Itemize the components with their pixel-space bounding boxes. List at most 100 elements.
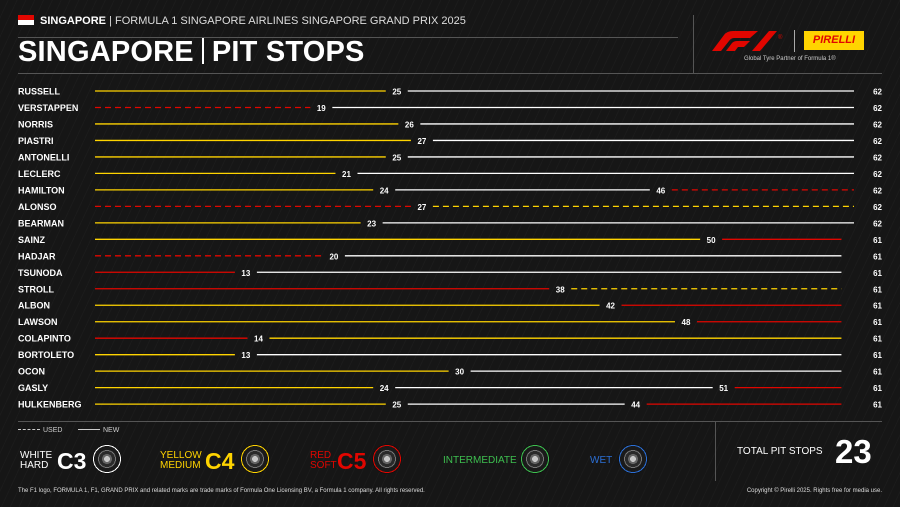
chart-divider (18, 73, 882, 74)
pit-lap-label: 13 (241, 269, 250, 278)
brand-divider (794, 30, 795, 52)
driver-label: PIASTRI (18, 136, 54, 146)
title-subject: PIT STOPS (211, 36, 365, 68)
event-name: FORMULA 1 SINGAPORE AIRLINES SINGAPORE G… (115, 15, 466, 27)
pit-lap-label: 42 (606, 302, 615, 311)
pit-lap-label: 13 (241, 351, 250, 360)
finish-lap-label: 61 (873, 351, 882, 360)
driver-label: ALONSO (18, 202, 57, 212)
driver-label: HAMILTON (18, 185, 65, 195)
driver-label: HULKENBERG (18, 400, 82, 410)
soft-tyre-icon (372, 444, 402, 474)
driver-label: OCON (18, 367, 45, 377)
tyre-hard-colour: WHITE (20, 450, 53, 461)
finish-lap-label: 61 (873, 368, 882, 377)
pit-stop-chart: RUSSELL 25 62 VERSTAPPEN 19 62 NORRIS 26 62 PIAST… (18, 87, 883, 410)
logo-divider (693, 15, 694, 73)
finish-lap-label: 62 (873, 203, 882, 212)
legend-divider (18, 421, 882, 422)
finish-lap-label: 61 (873, 318, 882, 327)
pit-lap-label: 14 (254, 335, 263, 344)
tyre-medium-colour: YELLOW (160, 450, 202, 461)
pit-lap-label: 25 (392, 88, 401, 97)
driver-label: HADJAR (18, 251, 56, 261)
f1-logo-icon: ® (712, 31, 783, 51)
legend-tyre-intermediate: INTERMEDIATE (443, 443, 553, 477)
pit-lap-label: 50 (707, 236, 716, 245)
pit-lap-label: 27 (417, 137, 426, 146)
finish-lap-label: 62 (873, 120, 882, 129)
tyre-medium-code: C4 (205, 448, 235, 474)
legend-new: NEW (78, 427, 119, 434)
footer-trademark: The F1 logo, FORMULA 1, F1, GRAND PRIX a… (18, 488, 425, 494)
footer-copyright: Copyright © Pirelli 2025. Rights free fo… (746, 488, 882, 494)
driver-label: LAWSON (18, 317, 58, 327)
pit-lap-label: 24 (380, 384, 389, 393)
tyre-medium-name: MEDIUM (160, 460, 201, 471)
finish-lap-label: 61 (873, 269, 882, 278)
pit-lap-label: 21 (342, 170, 351, 179)
tyre-hard-name: HARD (20, 460, 49, 471)
finish-lap-label: 62 (873, 137, 882, 146)
brand-tagline: Global Tyre Partner of Formula 1® (744, 56, 836, 62)
driver-label: VERSTAPPEN (18, 103, 78, 113)
tyre-soft-colour: RED (310, 450, 332, 461)
finish-lap-label: 62 (873, 88, 882, 97)
legend-tyre-medium: YELLOW MEDIUM C4 (160, 443, 280, 477)
pit-lap-label: 46 (656, 186, 665, 195)
intermediate-tyre-icon (520, 444, 550, 474)
hard-tyre-icon (92, 444, 122, 474)
dashed-line-icon (18, 429, 40, 430)
pit-lap-label: 51 (719, 384, 728, 393)
driver-label: ALBON (18, 301, 50, 311)
pit-lap-label: 20 (329, 252, 338, 261)
tyre-hard-code: C3 (57, 448, 87, 474)
driver-label: ANTONELLI (18, 152, 69, 162)
pit-lap-label: 25 (392, 401, 401, 410)
finish-lap-label: 61 (873, 236, 882, 245)
legend-tyre-soft: RED SOFT C5 (310, 443, 410, 477)
finish-lap-label: 62 (873, 186, 882, 195)
event-bar: SINGAPORE | FORMULA 1 SINGAPORE AIRLINES… (18, 15, 466, 27)
event-location: SINGAPORE (40, 15, 107, 27)
driver-label: SAINZ (18, 235, 46, 245)
finish-lap-label: 61 (873, 252, 882, 261)
driver-label: LECLERC (18, 169, 61, 179)
finish-lap-label: 62 (873, 153, 882, 162)
finish-lap-label: 61 (873, 384, 882, 393)
title-separator (201, 38, 204, 64)
finish-lap-label: 62 (873, 219, 882, 228)
finish-lap-label: 61 (873, 285, 882, 294)
driver-label: TSUNODA (18, 268, 63, 278)
pit-lap-label: 19 (317, 104, 326, 113)
pit-lap-label: 24 (380, 186, 389, 195)
solid-line-icon (78, 429, 100, 430)
pit-lap-label: 23 (367, 219, 376, 228)
tyre-intermediate-label: INTERMEDIATE (443, 455, 517, 466)
driver-label: COLAPINTO (18, 334, 71, 344)
legend-new-label: NEW (103, 427, 120, 434)
total-divider (715, 421, 716, 481)
title-location: SINGAPORE (18, 36, 194, 68)
pit-lap-label: 27 (417, 203, 426, 212)
finish-lap-label: 61 (873, 401, 882, 410)
finish-lap-label: 61 (873, 335, 882, 344)
tyre-soft-name: SOFT (310, 460, 337, 471)
tyre-soft-code: C5 (337, 448, 367, 474)
pit-lap-label: 26 (405, 120, 414, 129)
pit-lap-label: 25 (392, 153, 401, 162)
pirelli-logo: PIRELLI (804, 31, 864, 50)
total-pit-stops-label: TOTAL PIT STOPS (737, 446, 823, 457)
finish-lap-label: 61 (873, 302, 882, 311)
pit-lap-label: 44 (631, 401, 640, 410)
driver-label: BORTOLETO (18, 350, 74, 360)
driver-label: RUSSELL (18, 87, 61, 97)
driver-label: NORRIS (18, 119, 53, 129)
pit-lap-label: 30 (455, 368, 464, 377)
legend-used-label: USED (43, 427, 63, 434)
pit-lap-label: 38 (556, 285, 565, 294)
legend-tyre-wet: WET (588, 443, 658, 477)
medium-tyre-icon (240, 444, 270, 474)
finish-lap-label: 62 (873, 104, 882, 113)
